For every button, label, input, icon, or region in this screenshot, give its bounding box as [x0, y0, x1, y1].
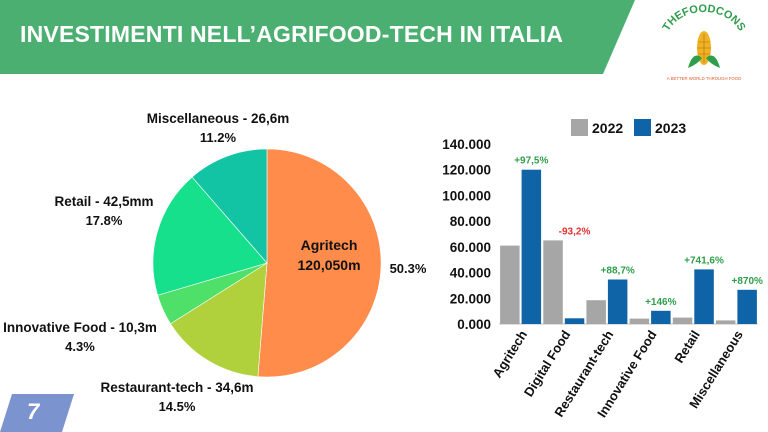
bar-2022-digital-food: [543, 240, 563, 324]
bar-2022-innovative-food: [629, 318, 650, 324]
slice-label-miscellaneous: Miscellaneous - 26,6m: [147, 111, 290, 126]
pie-slice-restaurant-tech: [170, 262, 268, 377]
bar-2023-restaurant-tech: [607, 279, 628, 324]
x-tick-label-retail: Retail: [671, 328, 702, 366]
slice-label-retail: Retail - 42,5mm: [54, 194, 153, 209]
y-tick-label: 80.000: [450, 214, 491, 229]
bar-2023-miscellaneous: [737, 289, 757, 324]
change-label-restaurant-tech: +88,7%: [601, 266, 635, 277]
legend-label-2022: 2022: [592, 120, 623, 136]
legend-swatch-2023: [634, 119, 651, 136]
slice-percent-retail: 17.8%: [86, 213, 123, 228]
logo-leaf-icon: [706, 55, 720, 68]
slice-percent-innovative-food: 4.3%: [65, 339, 95, 354]
bars: [500, 169, 757, 324]
bar-2023-innovative-food: [651, 310, 671, 324]
slice-percent-restaurant-tech: 14.5%: [159, 399, 196, 414]
change-label-agritech: +97,5%: [514, 156, 548, 167]
slide-number: 7: [27, 399, 40, 424]
pie-slice-retail: [152, 176, 268, 296]
bar-2022-restaurant-tech: [586, 300, 606, 324]
y-tick-label: 60.000: [450, 240, 491, 255]
y-tick-label: 120.000: [442, 163, 491, 178]
bar-2023-retail: [694, 269, 714, 324]
x-tick-label-agritech: Agritech: [489, 328, 530, 381]
page-title: INVESTIMENTI NELL’AGRIFOOD-TECH IN ITALI…: [20, 21, 564, 47]
bar-2023-agritech: [521, 169, 542, 324]
slice-label-innovative-food: Innovative Food - 10,3m: [3, 320, 157, 335]
slide-number-badge: [0, 394, 74, 432]
legend-swatch-2022: [571, 119, 588, 136]
change-labels: +97,5% -93,2% +88,7% +146% +741,6% +870%: [514, 156, 763, 308]
slice-percent-miscellaneous: 11.2%: [200, 130, 237, 145]
y-tick-label: 100.000: [442, 188, 491, 203]
change-label-retail: +741,6%: [684, 255, 724, 266]
logo-tagline: A BETTER WORLD THROUGH FOOD: [667, 76, 741, 81]
slice-label-restaurant-tech: Restaurant-tech - 34,6m: [100, 380, 253, 395]
slice-label-agritech-amount: 120,050m: [297, 257, 360, 273]
y-tick-label: 0.000: [457, 317, 491, 332]
bar-2022-miscellaneous: [715, 320, 736, 324]
y-tick-label: 140.000: [442, 137, 491, 152]
legend-label-2023: 2023: [655, 120, 686, 136]
pie-slices: [152, 148, 382, 378]
bar-2022-agritech: [500, 245, 520, 324]
slice-label-agritech-name: Agritech: [301, 237, 358, 253]
change-label-innovative-food: +146%: [645, 297, 677, 308]
pie-slice-agritech: [257, 148, 382, 378]
title-banner: [0, 0, 635, 74]
thefoodcons-logo: THEFOODCONS A BETTER WORLD THROUGH FOOD: [661, 3, 748, 81]
bar-2023-digital-food: [564, 318, 585, 324]
y-axis: 0.000 20.000 40.000 60.000 80.000 100.000 120.…: [442, 137, 491, 332]
title-banner-shape: [0, 0, 635, 74]
bar-2022-retail: [672, 317, 693, 324]
legend: 2022 2023: [571, 119, 686, 136]
y-tick-label: 20.000: [450, 291, 491, 306]
pie-slice-miscellaneous: [191, 148, 268, 264]
change-label-digital-food: -93,2%: [559, 226, 591, 237]
y-tick-label: 40.000: [450, 266, 491, 281]
logo-leaf-icon: [688, 55, 702, 68]
slice-percent-agritech: 50.3%: [390, 261, 427, 276]
change-label-miscellaneous: +870%: [731, 276, 763, 287]
